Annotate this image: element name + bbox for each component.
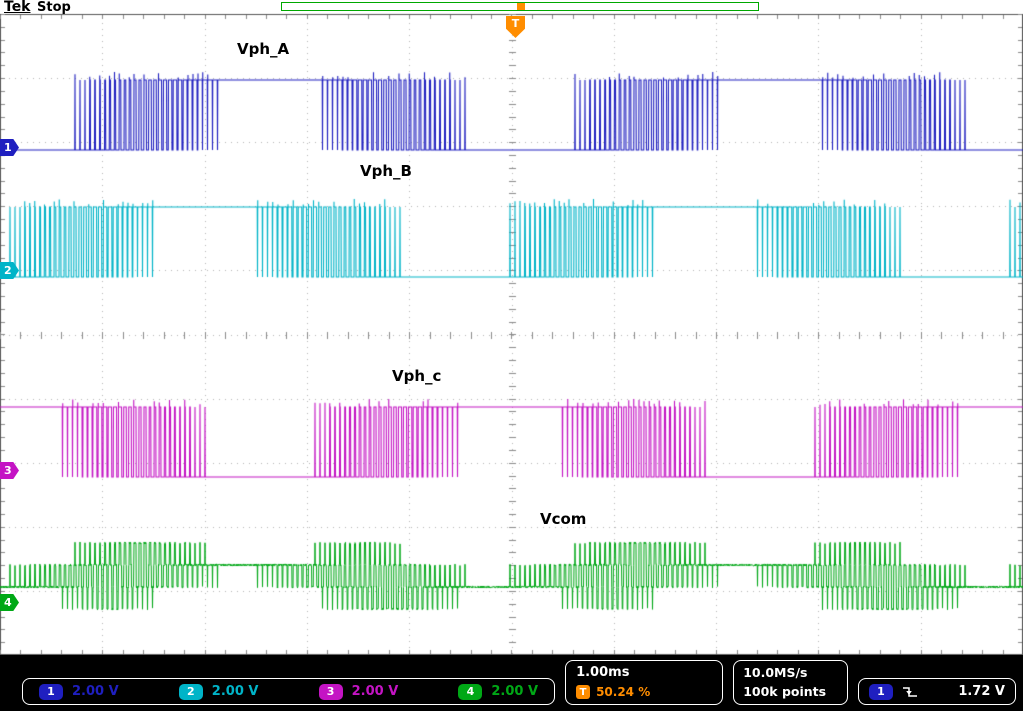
- channel-3-readout: 3 2.00 V: [318, 683, 399, 700]
- channel-1-badge: 1: [39, 683, 63, 700]
- trace-label-vph-b: Vph_B: [360, 162, 412, 180]
- channel-4-readout: 4 2.00 V: [458, 683, 539, 700]
- acquisition-progress-bar: [281, 2, 759, 11]
- acquisition-readout: 10.0MS/s 100k points: [733, 660, 848, 705]
- channel-2-ground-marker[interactable]: 2: [0, 262, 19, 279]
- trigger-badge: T: [576, 685, 591, 699]
- trigger-source-badge: 1: [868, 683, 893, 700]
- trigger-level-value: 1.72 V: [958, 684, 1005, 699]
- tek-logo: Tek: [4, 0, 31, 15]
- channel-1-scale: 2.00 V: [72, 684, 119, 699]
- trigger-position-readout: T 50.24 %: [576, 685, 712, 699]
- trigger-symbol: T: [511, 17, 520, 30]
- sample-rate-value: 10.0MS/s: [743, 665, 808, 680]
- timebase-readout: 1.00ms T 50.24 %: [565, 660, 724, 705]
- acquisition-status: Stop: [37, 0, 71, 15]
- trigger-position-marker[interactable]: T: [506, 16, 525, 38]
- trigger-position-tick: [517, 3, 526, 10]
- channel-readouts: 1 2.00 V 2 2.00 V 3 2.00 V 4 2.00 V: [22, 678, 556, 705]
- status-bar: 1 2.00 V 2 2.00 V 3 2.00 V 4 2.00 V 1.00…: [0, 655, 1023, 711]
- channel-3-badge: 3: [318, 683, 343, 700]
- trigger-readout: 1 1.72 V: [857, 678, 1016, 705]
- trace-label-vph-a: Vph_A: [237, 40, 290, 58]
- falling-edge-icon: [902, 686, 917, 697]
- channel-4-badge: 4: [458, 683, 483, 700]
- timebase-value: 1.00ms: [576, 665, 630, 680]
- channel-3-ground-marker[interactable]: 3: [0, 462, 19, 479]
- channel-2-readout: 2 2.00 V: [178, 683, 259, 700]
- channel-3-scale: 2.00 V: [351, 684, 399, 699]
- channel-4-scale: 2.00 V: [491, 684, 539, 699]
- waveform-display: [0, 0, 1023, 655]
- channel-2-scale: 2.00 V: [211, 684, 259, 699]
- trace-label-vcom: Vcom: [540, 510, 587, 528]
- trace-label-vph-c: Vph_c: [392, 367, 442, 385]
- trigger-position-value: 50.24 %: [596, 685, 651, 699]
- record-length-value: 100k points: [743, 684, 827, 699]
- channel-4-ground-marker[interactable]: 4: [0, 594, 19, 611]
- channel-1-ground-marker[interactable]: 1: [0, 139, 19, 156]
- channel-1-readout: 1 2.00 V: [39, 683, 119, 700]
- channel-2-badge: 2: [178, 683, 203, 700]
